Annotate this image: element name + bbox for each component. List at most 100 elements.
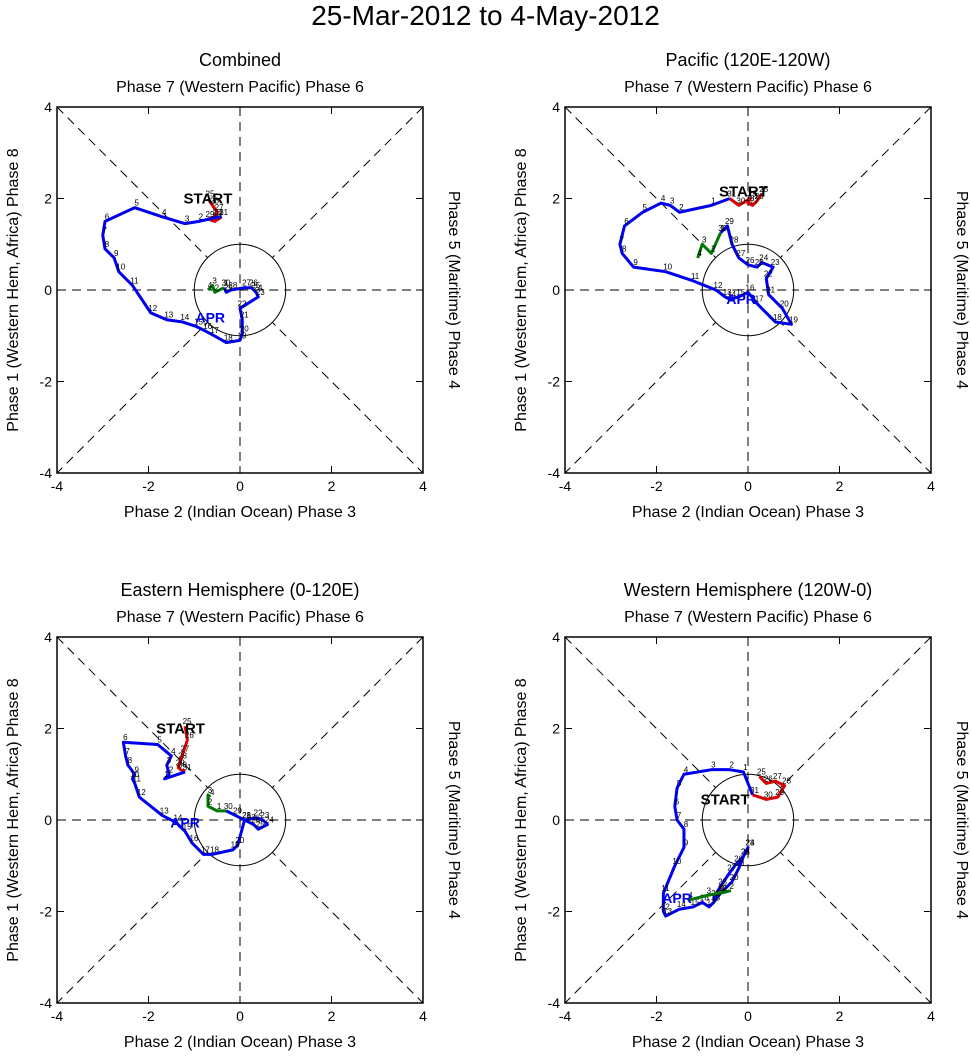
day-label: 28 (782, 777, 791, 786)
day-label: 30 (178, 761, 187, 770)
y-tick-label: 0 (552, 282, 560, 298)
x-tick-label: 0 (744, 478, 752, 494)
day-label: 23 (746, 838, 755, 847)
day-label: 2 (215, 283, 220, 292)
day-label: 29 (224, 283, 233, 292)
panel-title: Western Hemisphere (120W-0) (624, 580, 872, 600)
day-label: 30 (718, 884, 727, 893)
day-label: 28 (212, 208, 221, 217)
day-label: 20 (235, 836, 244, 845)
panel-title: Eastern Hemisphere (0-120E) (120, 580, 359, 600)
bottom-axis-label: Phase 2 (Indian Ocean) Phase 3 (632, 1034, 864, 1051)
day-label: 24 (265, 816, 274, 825)
day-label: 6 (624, 217, 629, 226)
day-label: 16 (700, 893, 709, 902)
y-tick-label: -2 (548, 904, 561, 920)
left-axis-label: Phase 1 (Western Hem, Africa) Phase 8 (513, 678, 530, 961)
day-label: 30 (764, 790, 773, 799)
y-tick-label: 4 (552, 99, 560, 115)
day-label: 14 (727, 290, 736, 299)
y-tick-label: -4 (548, 465, 561, 481)
day-label: 19 (789, 315, 798, 324)
day-label: 21 (240, 311, 249, 320)
day-label: 9 (684, 838, 689, 847)
start-label: START (701, 791, 750, 808)
y-tick-label: -4 (40, 465, 53, 481)
day-label: 5 (677, 779, 682, 788)
day-label: 19 (231, 841, 240, 850)
x-tick-label: 0 (236, 1008, 244, 1024)
day-label: 31 (750, 786, 759, 795)
day-label: 27 (215, 203, 224, 212)
day-label: 29 (748, 190, 757, 199)
month-label-apr: APR (662, 890, 692, 906)
day-label: 28 (178, 752, 187, 761)
x-tick-label: 4 (927, 1008, 935, 1024)
day-label: 9 (633, 258, 638, 267)
x-tick-label: -2 (650, 1008, 663, 1024)
day-label: 13 (160, 806, 169, 815)
day-label: 31 (727, 190, 736, 199)
day-label: 28 (718, 877, 727, 886)
y-tick-label: -4 (40, 995, 53, 1011)
main-title: 25-Mar-2012 to 4-May-2012 (311, 0, 660, 31)
month-label-apr: APR (170, 814, 200, 830)
day-label: 21 (242, 811, 251, 820)
day-label: 18 (773, 313, 782, 322)
panel-pacific: Pacific (120E-120W) Phase 7 (Western Paci… (513, 50, 970, 521)
day-label: 25 (755, 258, 764, 267)
day-label: 29 (176, 758, 185, 767)
day-label: 15 (736, 288, 745, 297)
day-label: 18 (711, 893, 720, 902)
day-label: 8 (105, 240, 110, 249)
day-label: 11 (661, 884, 670, 893)
day-label: 15 (183, 822, 192, 831)
day-label: 24 (746, 838, 755, 847)
day-label: 20 (730, 873, 739, 882)
day-label: 19 (238, 331, 247, 340)
day-label: 1 (711, 196, 716, 205)
day-label: 11 (133, 774, 142, 783)
day-label: 27 (180, 745, 189, 754)
start-label: START (719, 184, 768, 201)
day-label: 1 (743, 763, 748, 772)
y-tick-label: -4 (548, 995, 561, 1011)
x-tick-label: 2 (328, 478, 336, 494)
series-line-april (101, 206, 260, 345)
day-label: 16 (203, 322, 212, 331)
day-label: 2 (729, 882, 734, 891)
day-label: 22 (238, 299, 247, 308)
day-label: 29 (206, 210, 215, 219)
day-label: 25 (759, 185, 768, 194)
day-label: 8 (622, 244, 627, 253)
day-label: 3 (167, 756, 172, 765)
day-label: 18 (224, 334, 233, 343)
day-label: 23 (256, 288, 265, 297)
day-label: 28 (730, 235, 739, 244)
y-tick-label: -2 (40, 904, 53, 920)
x-tick-label: 4 (419, 1008, 427, 1024)
day-label: 11 (130, 276, 139, 285)
day-label: 26 (734, 854, 743, 863)
day-label: 2 (199, 212, 204, 221)
day-label: 25 (256, 820, 265, 829)
day-label: 15 (194, 318, 203, 327)
day-label: 17 (210, 326, 219, 335)
day-label: 12 (714, 281, 723, 290)
series-line-march (176, 725, 189, 774)
day-label: 6 (105, 212, 110, 221)
day-label: 1 (164, 770, 169, 779)
top-axis-label: Phase 7 (Western Pacific) Phase 6 (116, 609, 364, 626)
y-tick-label: -2 (40, 374, 53, 390)
day-label: 30 (736, 196, 745, 205)
day-label: 4 (684, 765, 689, 774)
day-label: 26 (210, 196, 219, 205)
day-label: 3 (707, 886, 712, 895)
day-label: 2 (679, 203, 684, 212)
day-label: 16 (746, 283, 755, 292)
series-line-march (728, 193, 763, 207)
day-label: 28 (228, 281, 237, 290)
day-label: 28 (746, 194, 755, 203)
y-tick-label: 2 (552, 191, 560, 207)
day-label: 7 (103, 226, 108, 235)
